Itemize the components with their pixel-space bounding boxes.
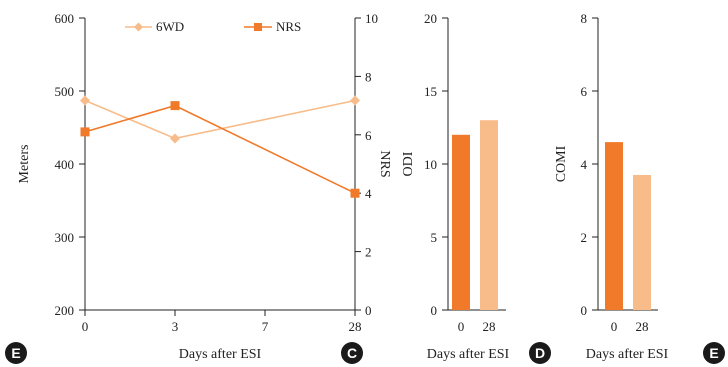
series-point-6wd	[350, 95, 360, 106]
odi-y-tick-label: 10	[424, 157, 437, 172]
odi-chart: 0 5 10 15 20 0 28 ODI Days after ESI	[401, 11, 510, 362]
odi-y-axis-title: ODI	[401, 151, 416, 176]
comi-y-tick-label: 6	[581, 84, 588, 99]
comi-y-ticks: 0 2 4 6 8	[581, 11, 598, 318]
line-y-tick-label: 500	[55, 84, 75, 99]
odi-x-ticks: 0 28	[458, 319, 496, 334]
odi-bar-0	[452, 134, 470, 310]
odi-x-tick-label: 0	[458, 319, 465, 334]
line-legend: 6WD NRS	[125, 19, 301, 34]
comi-y-tick-label: 8	[581, 11, 588, 26]
series-point-nrs	[350, 188, 360, 198]
panel-badge-odi-letter: D	[535, 345, 545, 361]
legend-6wd-marker	[134, 22, 143, 32]
line-y-tick-label: 400	[55, 157, 75, 172]
line-x-tick-label: 3	[172, 319, 179, 334]
odi-y-tick-label: 15	[424, 84, 437, 99]
odi-x-tick-label: 28	[483, 319, 496, 334]
panel-badge-line-left-letter: E	[11, 345, 20, 361]
line-y2-ticks: 0 2 4 6 8 10	[355, 11, 378, 318]
line-y-tick-label: 300	[55, 230, 75, 245]
line-y2-tick-label: 10	[365, 11, 378, 26]
odi-y-ticks: 0 5 10 15 20	[424, 11, 448, 318]
line-x-ticks: 0 3 7 28	[82, 310, 362, 334]
comi-y-tick-label: 2	[581, 230, 588, 245]
line-y2-tick-label: 0	[365, 303, 372, 318]
legend-nrs-label: NRS	[276, 19, 301, 34]
comi-x-tick-label: 28	[636, 319, 649, 334]
comi-chart: 0 2 4 6 8 0 28 COMI Days after ESI	[554, 11, 669, 362]
comi-x-tick-label: 0	[611, 319, 618, 334]
odi-y-tick-label: 0	[431, 303, 438, 318]
line-x-tick-label: 28	[349, 319, 362, 334]
comi-x-ticks: 0 28	[611, 319, 649, 334]
series-point-nrs	[170, 101, 180, 111]
line-y-axis-title: Meters	[17, 145, 32, 184]
panel-badge-line-left: E	[5, 342, 27, 364]
panel-badge-comi-letter: E	[709, 345, 718, 361]
odi-bar-28	[480, 120, 498, 310]
panel-badge-odi: D	[529, 342, 551, 364]
series-point-6wd	[80, 95, 90, 106]
line-y-tick-label: 200	[55, 303, 75, 318]
line-y2-tick-label: 6	[365, 128, 372, 143]
series-line-nrs	[84, 104, 356, 194]
line-y2-tick-label: 2	[365, 245, 372, 260]
comi-bar-28	[633, 174, 651, 310]
comi-bar-0	[605, 142, 623, 310]
panel-badge-line-right-letter: C	[347, 345, 357, 361]
line-series	[80, 95, 360, 198]
comi-y-tick-label: 4	[581, 157, 588, 172]
comi-bars	[605, 142, 651, 310]
odi-x-axis-title: Days after ESI	[427, 347, 510, 362]
series-point-6wd	[170, 133, 180, 144]
panel-badge-comi: E	[703, 342, 725, 364]
line-x-tick-label: 0	[82, 319, 89, 334]
line-y2-axis-title: NRS	[377, 150, 392, 177]
comi-y-axis-title: COMI	[554, 145, 569, 182]
odi-y-tick-label: 20	[424, 11, 437, 26]
legend-nrs-marker	[254, 23, 262, 31]
line-y-tick-label: 600	[55, 11, 75, 26]
panel-badge-line-right: C	[341, 342, 363, 364]
odi-bars	[452, 120, 498, 310]
line-x-tick-label: 7	[262, 319, 269, 334]
line-y2-tick-label: 4	[365, 186, 372, 201]
line-x-axis-title: Days after ESI	[179, 347, 262, 362]
line-y2-tick-label: 8	[365, 69, 372, 84]
odi-y-tick-label: 5	[431, 230, 438, 245]
line-chart: 200 300 400 500 600 0 2 4 6 8 10 0 3 7 28 6WD NRS Me…	[17, 11, 392, 362]
comi-y-tick-label: 0	[581, 303, 588, 318]
comi-x-axis-title: Days after ESI	[586, 347, 669, 362]
legend-6wd-label: 6WD	[156, 19, 184, 34]
line-y-ticks: 200 300 400 500 600	[55, 11, 85, 318]
series-point-nrs	[80, 127, 90, 137]
